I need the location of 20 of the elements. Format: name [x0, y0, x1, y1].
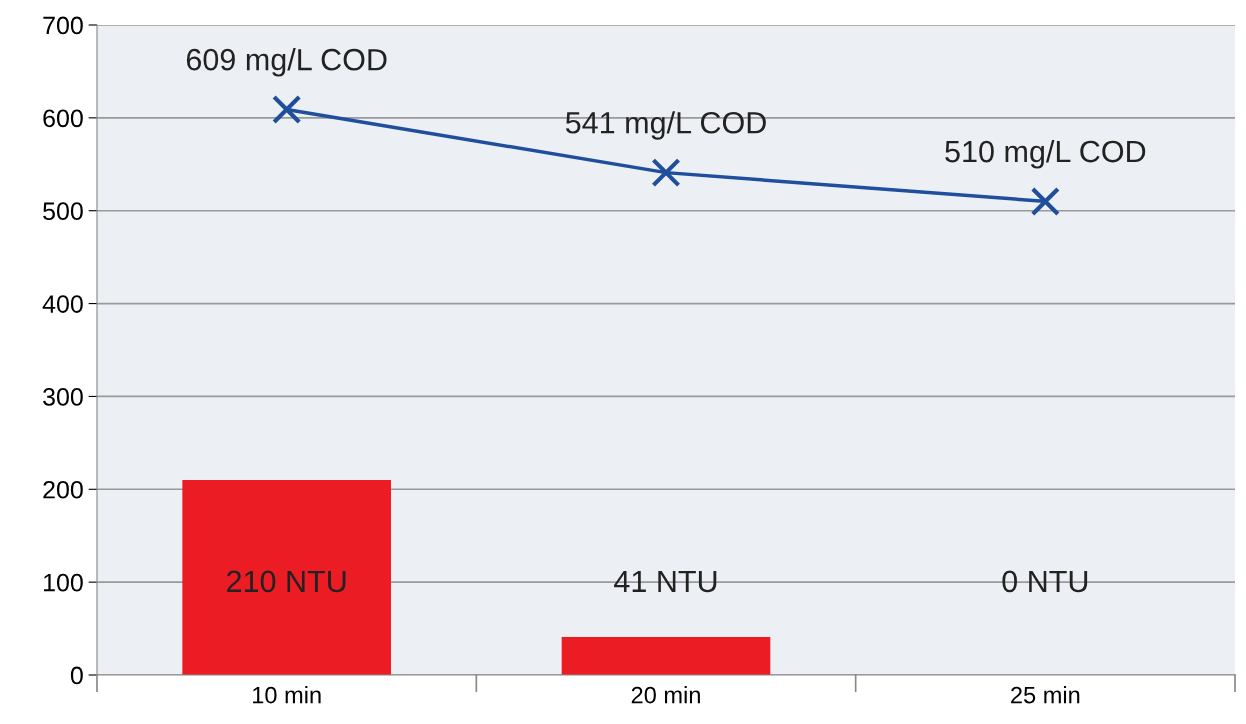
- data-label: 0 NTU: [1002, 570, 1088, 593]
- data-label: 41 NTU: [614, 570, 717, 593]
- point: [1030, 186, 1060, 217]
- y-tick-label: 400: [42, 295, 83, 313]
- data-label: 510 mg/L COD: [945, 139, 1146, 169]
- y-tick-label: 200: [43, 480, 83, 499]
- y-tick-label: 0: [70, 666, 83, 685]
- data-label: 609 mg/L COD: [186, 48, 387, 77]
- y-tick-label: 500: [43, 202, 83, 221]
- point: [651, 158, 681, 188]
- x-tick-label: 10 min: [253, 686, 321, 704]
- data-label: 541 mg/L COD: [565, 111, 766, 140]
- data-label: 210 NTU: [227, 570, 346, 593]
- point: [272, 94, 302, 125]
- x-tick-label: 20 min: [631, 686, 700, 704]
- x-tick-label: 25 min: [1011, 686, 1080, 704]
- y-tick-label: 300: [43, 388, 83, 406]
- y-tick-label: 600: [43, 109, 83, 128]
- y-tick-label: 700: [43, 16, 83, 35]
- y-tick-label: 100: [44, 573, 83, 592]
